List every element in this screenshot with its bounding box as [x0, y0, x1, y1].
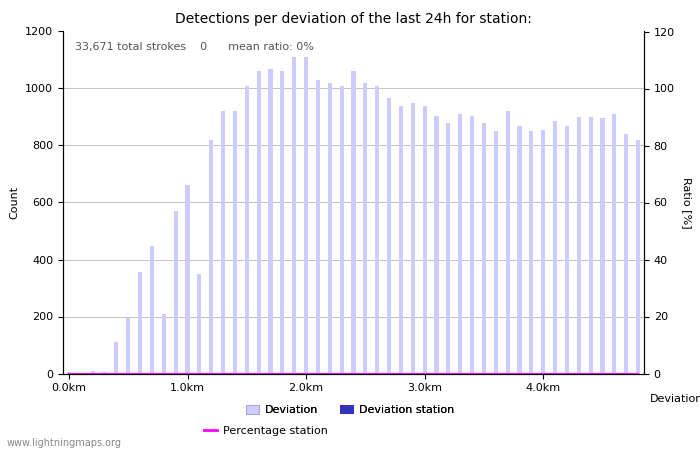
Bar — [209, 140, 214, 373]
Bar — [458, 114, 462, 374]
Bar — [114, 342, 118, 374]
Bar — [245, 86, 249, 373]
Bar — [601, 118, 605, 374]
Bar — [363, 83, 368, 373]
Bar — [67, 372, 71, 374]
Bar — [138, 272, 142, 374]
Bar — [174, 211, 178, 374]
Bar — [636, 140, 640, 373]
Bar — [447, 123, 450, 374]
Bar — [435, 116, 439, 374]
Bar — [577, 117, 581, 374]
Bar — [387, 99, 391, 374]
Bar — [328, 83, 332, 373]
Y-axis label: Count: Count — [10, 186, 20, 219]
Title: Detections per deviation of the last 24h for station:: Detections per deviation of the last 24h… — [175, 12, 532, 26]
Bar — [482, 123, 486, 374]
Legend: Deviation, Deviation station: Deviation, Deviation station — [241, 400, 458, 420]
Bar — [316, 80, 320, 374]
Text: 33,671 total strokes    0      mean ratio: 0%: 33,671 total strokes 0 mean ratio: 0% — [75, 42, 314, 52]
Bar — [470, 116, 474, 374]
Bar — [221, 111, 225, 374]
Bar — [505, 111, 510, 374]
Bar — [186, 185, 190, 374]
Bar — [150, 246, 154, 374]
Bar — [280, 72, 284, 374]
Bar — [553, 121, 557, 374]
Bar — [423, 106, 427, 374]
Bar — [197, 274, 202, 373]
Bar — [162, 314, 166, 374]
Bar — [411, 103, 415, 374]
Bar — [257, 72, 260, 374]
Bar — [90, 371, 94, 373]
Bar — [304, 57, 308, 373]
Bar — [351, 72, 356, 374]
Bar — [541, 130, 545, 374]
Y-axis label: Ratio [%]: Ratio [%] — [682, 177, 692, 228]
Bar — [529, 131, 533, 374]
Bar — [292, 57, 296, 373]
Bar — [517, 126, 522, 374]
Bar — [589, 117, 593, 374]
Bar — [399, 106, 403, 374]
Bar — [268, 68, 272, 373]
Bar — [126, 316, 130, 373]
Bar — [565, 126, 569, 374]
Text: www.lightningmaps.org: www.lightningmaps.org — [7, 438, 122, 448]
Text: Deviations: Deviations — [650, 394, 700, 404]
Legend: Percentage station: Percentage station — [199, 421, 332, 440]
Bar — [233, 111, 237, 374]
Bar — [340, 86, 344, 373]
Bar — [375, 86, 379, 373]
Bar — [624, 134, 629, 374]
Bar — [494, 131, 498, 374]
Bar — [102, 372, 106, 374]
Bar — [612, 114, 617, 374]
